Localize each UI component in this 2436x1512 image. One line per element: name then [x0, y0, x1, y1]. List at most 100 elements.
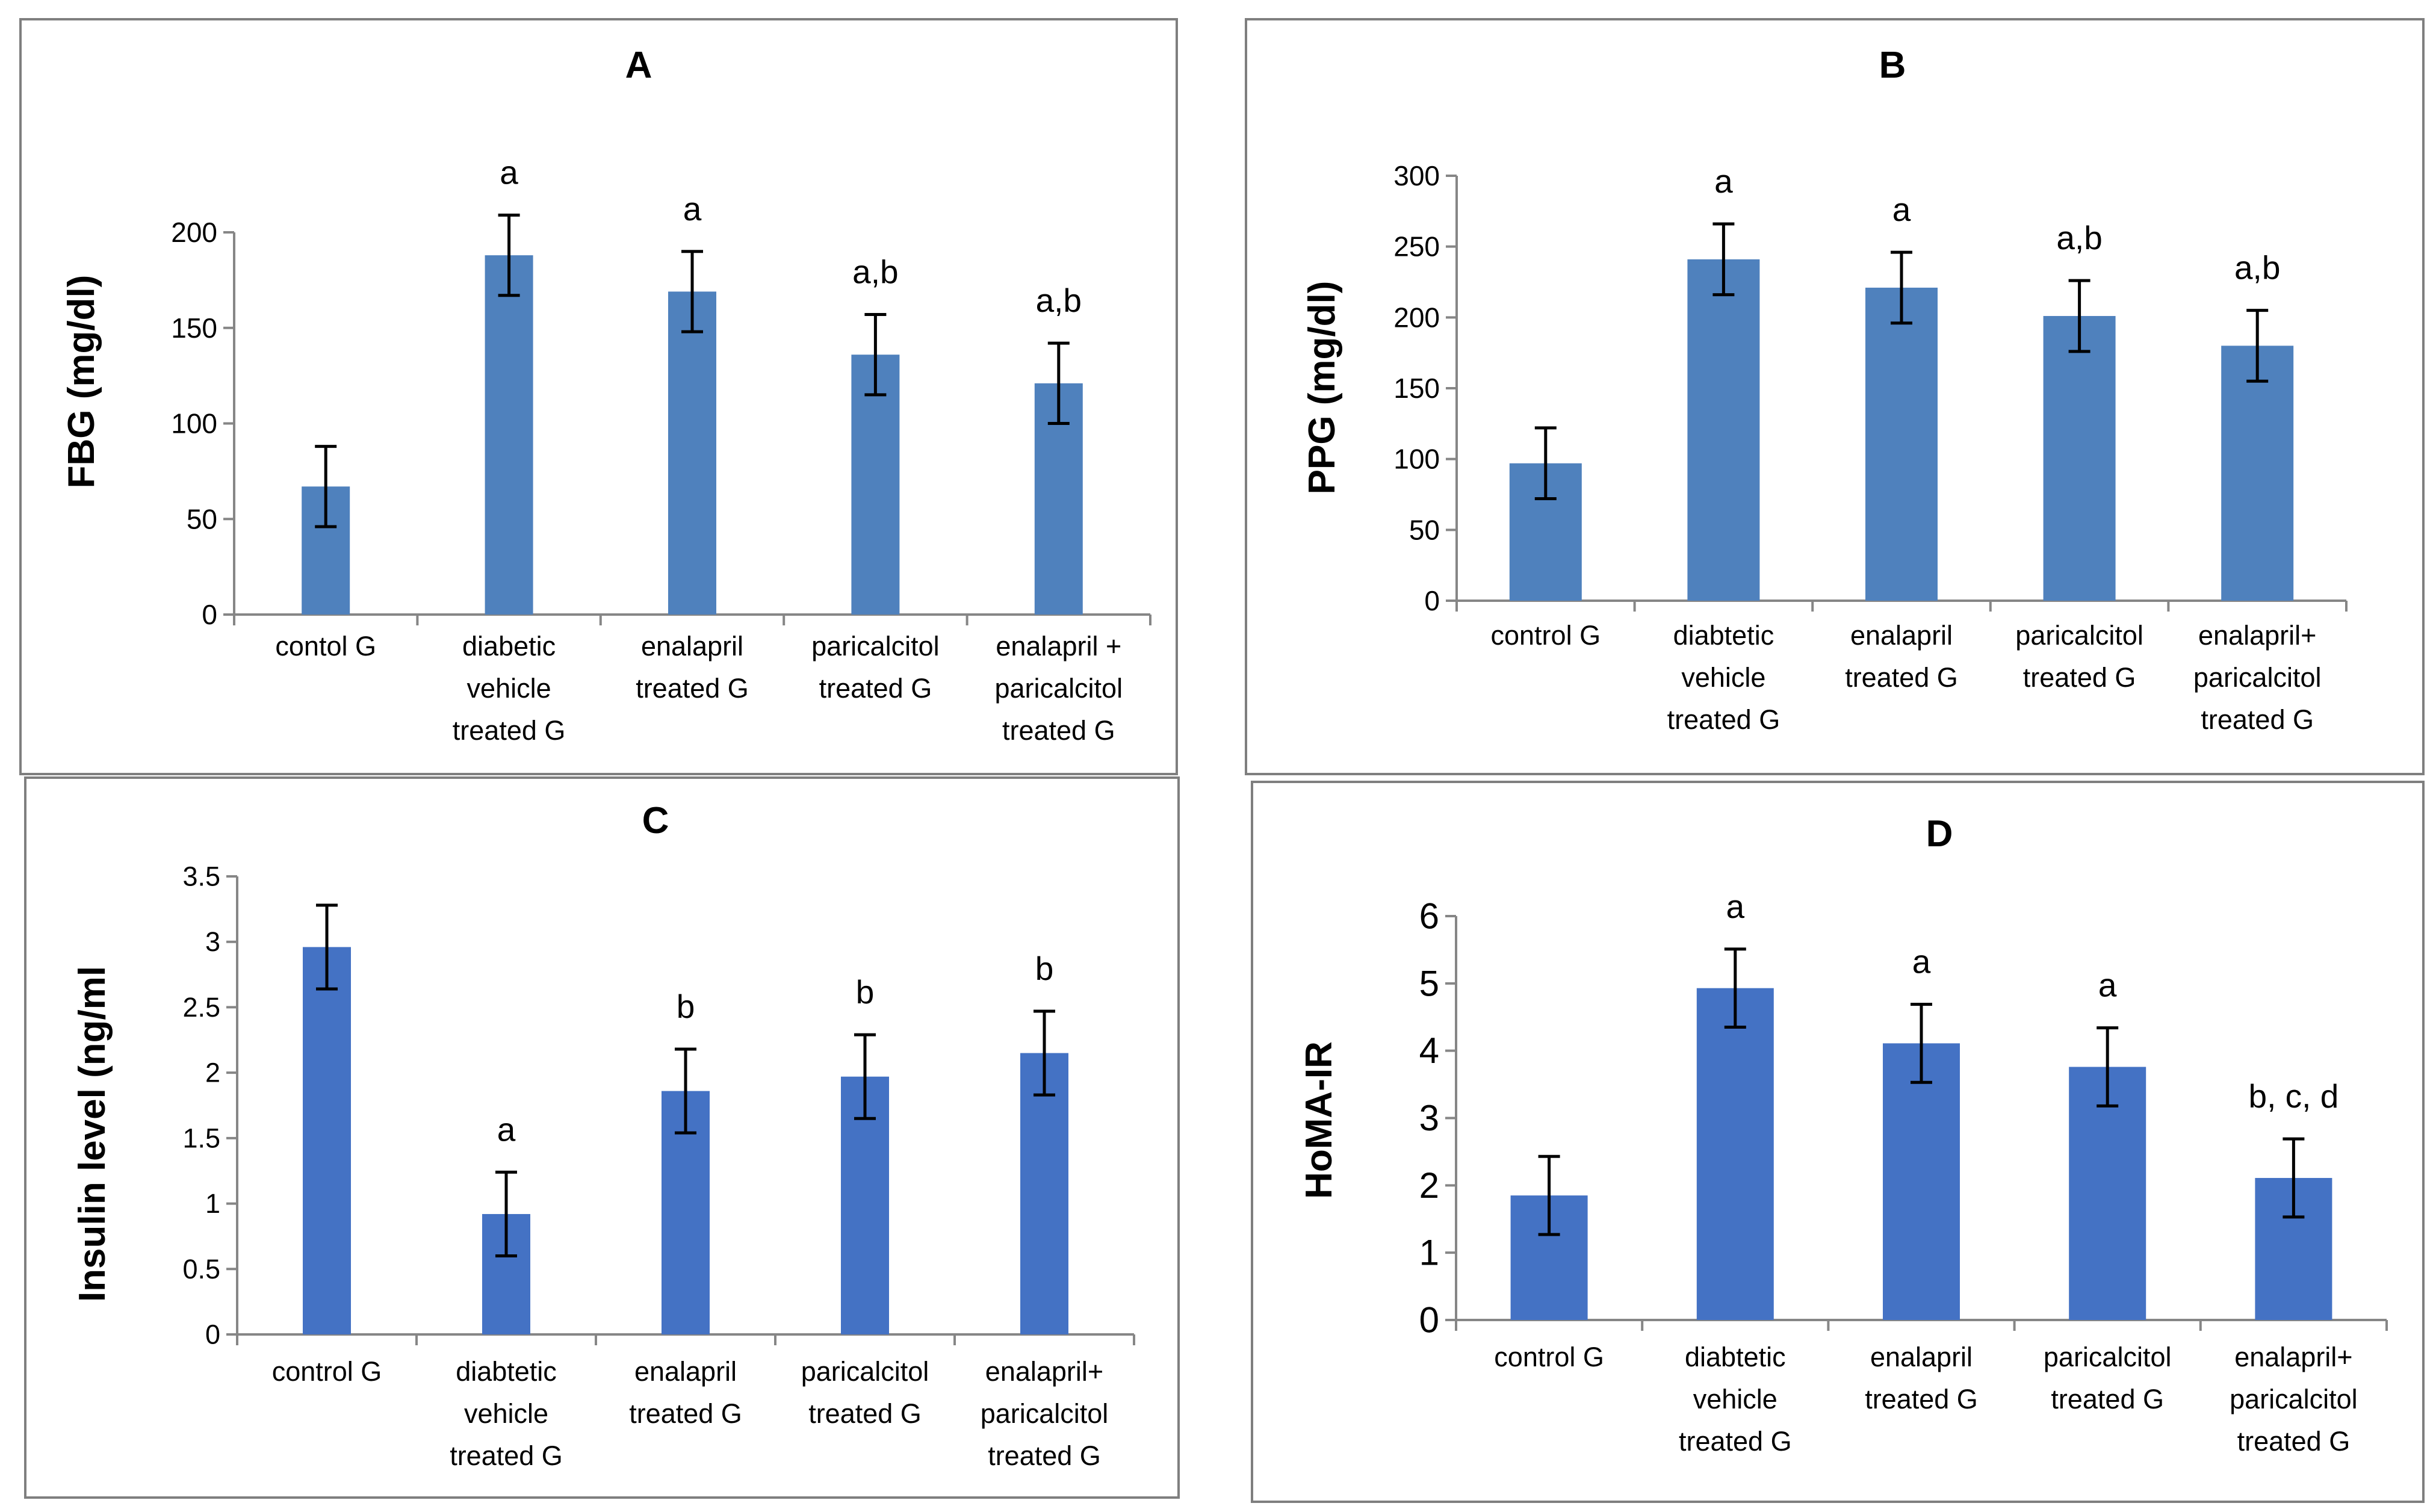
chart-a-category-label-line: paricalcitol: [811, 631, 940, 662]
chart-d-y-tick-label: 1: [1419, 1233, 1439, 1273]
chart-c-y-tick-label: 0: [205, 1319, 220, 1350]
chart-c-category-label-line: enalapril: [634, 1356, 737, 1387]
chart-c-category-label-line: paricalcitol: [981, 1398, 1109, 1429]
chart-c-annotation: b: [1035, 950, 1054, 987]
chart-c-category-label-line: vehicle: [464, 1398, 548, 1429]
chart-c-y-tick-label: 2.5: [182, 992, 220, 1023]
chart-d-category-label-line: treated G: [2051, 1384, 2164, 1414]
chart-a-category-label: contol G: [275, 631, 376, 662]
chart-d-bar: [1696, 988, 1774, 1320]
chart-b-category-label-line: diabtetic: [1673, 620, 1774, 651]
chart-panel-c: C Insulin level (ng/ml 0 0.5 1 1.5 2 2.5 3 3.5 con…: [24, 776, 1180, 1499]
chart-a-category-label-line: vehicle: [467, 673, 551, 704]
chart-c-y-tick-label: 1: [205, 1188, 220, 1219]
chart-a-category-label-line: treated G: [636, 673, 749, 704]
chart-c: C Insulin level (ng/ml 0 0.5 1 1.5 2 2.5 3 3.5 con…: [72, 800, 1135, 1471]
chart-b-bar: [2221, 345, 2294, 601]
chart-d-category-label-line: vehicle: [1693, 1384, 1777, 1414]
chart-b-bar: [1865, 287, 1938, 601]
chart-b-y-tick-label: 200: [1393, 302, 1440, 333]
chart-a-y-tick-label: 200: [171, 217, 217, 248]
chart-c-bar: [303, 947, 351, 1334]
chart-c-y-tick-label: 3: [205, 926, 220, 957]
chart-b-y-tick-label: 300: [1393, 160, 1440, 191]
chart-c-category-label-line: treated G: [450, 1440, 563, 1471]
chart-b-category-label-line: treated G: [1667, 704, 1781, 735]
chart-a-y-tick-label: 0: [202, 599, 217, 630]
chart-d-annotation: a: [1726, 888, 1745, 925]
chart-c-bar: [1020, 1053, 1068, 1334]
chart-b-bar: [1687, 259, 1760, 601]
chart-d-category-label-line: enalapril+: [2234, 1342, 2352, 1372]
chart-d: D HoMA-IR 0 1 2 3 4 5 6 control G a diabtetic vehicl…: [1298, 813, 2388, 1457]
chart-c-category-label-line: paricalcitol: [801, 1356, 929, 1387]
chart-d-bar: [2069, 1067, 2146, 1320]
chart-d-annotation: a: [2098, 967, 2117, 1004]
chart-a-y-tick-label: 150: [171, 312, 217, 344]
chart-panel-a: A FBG (mg/dl) 0 50 100 150 200 contol G a diabeti…: [19, 18, 1178, 775]
chart-panel-b: B PPG (mg/dl) 0 50 100 150 200 250 300 control G a…: [1245, 18, 2425, 775]
chart-b-title: B: [1879, 45, 1906, 86]
chart-a-category-label-line: enalapril +: [996, 631, 1121, 662]
chart-c-annotation: b: [677, 988, 695, 1025]
chart-b-annotation: a: [1714, 163, 1733, 200]
chart-b-y-tick-label: 150: [1393, 373, 1440, 404]
chart-d-category-label-line: enalapril: [1870, 1342, 1973, 1372]
chart-a-y-tick-label: 50: [187, 503, 217, 534]
chart-d-y-tick-label: 5: [1419, 963, 1439, 1003]
chart-b-y-tick-label: 100: [1393, 444, 1440, 475]
chart-b-category-label-line: paricalcitol: [2015, 620, 2143, 651]
chart-c-y-tick-label: 1.5: [182, 1123, 220, 1153]
chart-a-annotation: a: [500, 153, 518, 191]
chart-b-category-label-line: treated G: [1845, 662, 1958, 693]
chart-c-category-label-line: control G: [272, 1356, 382, 1387]
chart-d-category-label: paricalcitol treated G: [2044, 1342, 2172, 1414]
chart-b-category-label-line: vehicle: [1681, 662, 1765, 693]
chart-d-category-label: enalapril+ paricalcitol treated G: [2230, 1342, 2358, 1457]
chart-d-annotation: b, c, d: [2248, 1077, 2338, 1115]
chart-d-y-axis-label: HoMA-IR: [1298, 1041, 1340, 1199]
chart-c-annotation: a: [497, 1111, 516, 1148]
chart-d-title: D: [1926, 813, 1953, 855]
chart-b-category-label-line: paricalcitol: [2193, 662, 2322, 693]
chart-d-category-label-line: treated G: [1679, 1426, 1792, 1457]
chart-b-annotation: a: [1892, 191, 1911, 228]
chart-d-y-tick-label: 3: [1419, 1098, 1439, 1138]
chart-c-category-label: diabtetic vehicle treated G: [450, 1356, 563, 1471]
chart-a-annotation: a,b: [1036, 282, 1082, 319]
chart-b-annotation: a,b: [2056, 219, 2102, 256]
chart-c-category-label-line: diabtetic: [456, 1356, 557, 1387]
chart-d-category-label-line: treated G: [1865, 1384, 1978, 1414]
chart-a-category-label-line: treated G: [453, 715, 566, 746]
chart-a-category-label-line: paricalcitol: [995, 673, 1123, 704]
chart-b-category-label: paricalcitol treated G: [2015, 620, 2143, 693]
chart-d-y-tick-label: 0: [1419, 1300, 1439, 1340]
chart-b-y-tick-label: 0: [1424, 585, 1440, 616]
chart-a-bar: [668, 291, 716, 615]
chart-d-category-label-line: paricalcitol: [2044, 1342, 2172, 1372]
chart-b-y-tick-label: 250: [1393, 231, 1440, 262]
chart-a-annotation: a: [683, 190, 702, 228]
chart-a-category-label: diabetic vehicle treated G: [453, 631, 566, 746]
chart-c-annotation: b: [856, 973, 875, 1011]
chart-c-category-label: paricalcitol treated G: [801, 1356, 929, 1429]
chart-panel-d: D HoMA-IR 0 1 2 3 4 5 6 control G a diabtetic vehicl…: [1251, 781, 2425, 1503]
chart-c-category-label-line: treated G: [988, 1440, 1101, 1471]
chart-d-bar: [1883, 1043, 1960, 1320]
chart-c-y-tick-label: 2: [205, 1058, 220, 1088]
chart-b-category-label-line: treated G: [2201, 704, 2314, 735]
chart-c-category-label: enalapril+ paricalcitol treated G: [981, 1356, 1109, 1471]
chart-a-annotation: a,b: [852, 253, 898, 291]
chart-d-category-label-line: diabtetic: [1685, 1342, 1786, 1372]
chart-a-category-label: paricalcitol treated G: [811, 631, 940, 704]
chart-d-y-tick-label: 6: [1419, 896, 1439, 937]
chart-a-category-label-line: diabetic: [462, 631, 556, 662]
chart-a-bar: [851, 355, 900, 615]
chart-a-category-label: enalapril + paricalcitol treated G: [995, 631, 1123, 746]
chart-a-category-label-line: treated G: [819, 673, 932, 704]
chart-d-y-tick-label: 2: [1419, 1165, 1439, 1206]
chart-c-y-tick-label: 0.5: [182, 1254, 220, 1284]
chart-d-category-label: control G: [1494, 1342, 1604, 1372]
chart-d-y-tick-label: 4: [1419, 1030, 1439, 1071]
chart-c-y-tick-label: 3.5: [182, 861, 220, 892]
